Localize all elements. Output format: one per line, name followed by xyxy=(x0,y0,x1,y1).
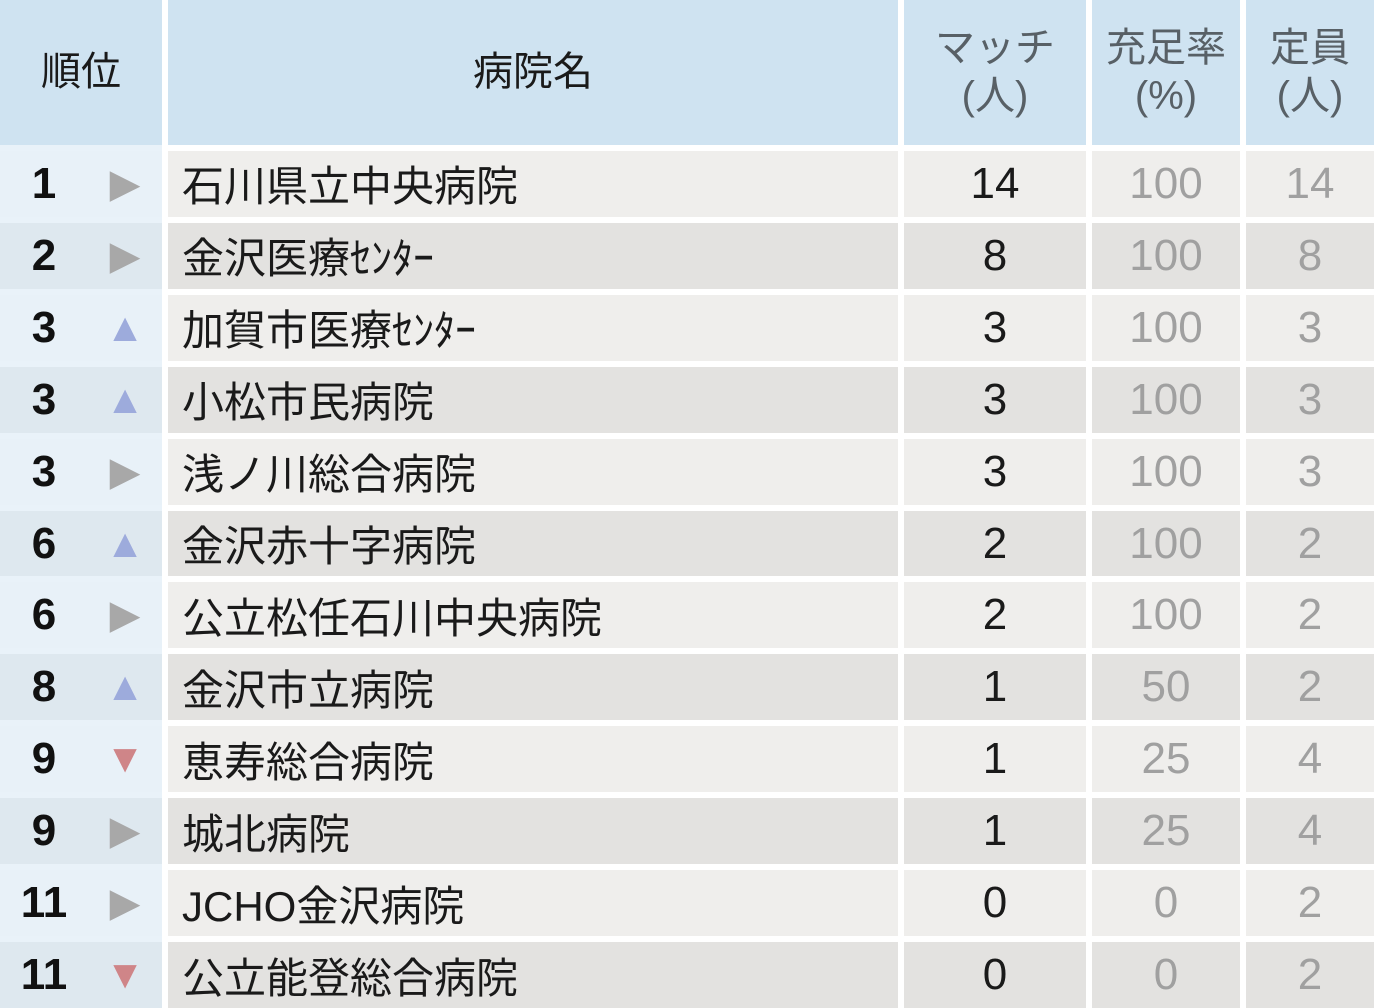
rank-number: 9 xyxy=(31,806,57,856)
match-value: 0 xyxy=(904,870,1086,937)
capacity-value: 4 xyxy=(1246,798,1374,865)
fill-rate-value: 100 xyxy=(1092,366,1240,433)
hospital-name: 恵寿総合病院 xyxy=(168,726,898,793)
rank-number: 1 xyxy=(31,158,57,208)
hospital-name: 加賀市医療ｾﾝﾀｰ xyxy=(168,294,898,361)
rank-number: 9 xyxy=(31,734,57,784)
rank-number: 2 xyxy=(31,230,57,280)
rank-cell: 9 ▼ xyxy=(0,726,162,793)
rank-number: 6 xyxy=(31,518,57,568)
rank-cell: 1 ▶ xyxy=(0,151,162,217)
capacity-value: 4 xyxy=(1246,726,1374,793)
fill-rate-value: 0 xyxy=(1092,870,1240,937)
hospital-name: 城北病院 xyxy=(168,798,898,865)
header-capacity: 定員 (人) xyxy=(1246,0,1374,145)
hospital-name: 公立能登総合病院 xyxy=(168,942,898,1008)
capacity-value: 2 xyxy=(1246,942,1374,1008)
hospital-name: 公立松任石川中央病院 xyxy=(168,582,898,649)
match-value: 1 xyxy=(904,726,1086,793)
right-triangle-icon: ▶ xyxy=(109,881,141,926)
match-value: 8 xyxy=(904,222,1086,289)
capacity-value: 3 xyxy=(1246,438,1374,505)
rank-number: 3 xyxy=(31,302,57,352)
capacity-value: 3 xyxy=(1246,366,1374,433)
rank-cell: 6 ▶ xyxy=(0,582,162,649)
fill-rate-value: 100 xyxy=(1092,222,1240,289)
up-triangle-icon: ▲ xyxy=(105,521,145,566)
fill-rate-value: 100 xyxy=(1092,582,1240,649)
fill-rate-value: 50 xyxy=(1092,654,1240,721)
match-value: 3 xyxy=(904,366,1086,433)
rank-number: 3 xyxy=(31,374,57,424)
down-triangle-icon: ▼ xyxy=(105,953,145,998)
match-value: 2 xyxy=(904,582,1086,649)
rank-cell: 11 ▼ xyxy=(0,942,162,1008)
hospital-name: 金沢赤十字病院 xyxy=(168,510,898,577)
match-value: 2 xyxy=(904,510,1086,577)
rank-number: 11 xyxy=(20,950,68,1000)
header-fill-rate: 充足率 (%) xyxy=(1092,0,1240,145)
match-value: 14 xyxy=(904,151,1086,217)
capacity-value: 2 xyxy=(1246,582,1374,649)
fill-rate-value: 100 xyxy=(1092,438,1240,505)
rank-number: 6 xyxy=(31,590,57,640)
hospital-name: 小松市民病院 xyxy=(168,366,898,433)
down-triangle-icon: ▼ xyxy=(105,737,145,782)
right-triangle-icon: ▶ xyxy=(109,449,141,494)
capacity-value: 3 xyxy=(1246,294,1374,361)
header-hospital-name: 病院名 xyxy=(168,0,898,145)
hospital-name: 金沢市立病院 xyxy=(168,654,898,721)
fill-rate-value: 25 xyxy=(1092,798,1240,865)
right-triangle-icon: ▶ xyxy=(109,161,141,206)
rank-cell: 9 ▶ xyxy=(0,798,162,865)
up-triangle-icon: ▲ xyxy=(105,305,145,350)
fill-rate-value: 100 xyxy=(1092,294,1240,361)
capacity-value: 2 xyxy=(1246,870,1374,937)
match-value: 1 xyxy=(904,654,1086,721)
hospital-name: 浅ノ川総合病院 xyxy=(168,438,898,505)
capacity-value: 2 xyxy=(1246,654,1374,721)
rank-cell: 3 ▲ xyxy=(0,294,162,361)
rank-number: 11 xyxy=(20,878,68,928)
up-triangle-icon: ▲ xyxy=(105,377,145,422)
match-value: 3 xyxy=(904,294,1086,361)
rank-cell: 3 ▶ xyxy=(0,438,162,505)
capacity-value: 8 xyxy=(1246,222,1374,289)
right-triangle-icon: ▶ xyxy=(109,593,141,638)
capacity-value: 14 xyxy=(1246,151,1374,217)
up-triangle-icon: ▲ xyxy=(105,665,145,710)
capacity-value: 2 xyxy=(1246,510,1374,577)
hospital-name: JCHO金沢病院 xyxy=(168,870,898,937)
header-match-count: マッチ (人) xyxy=(904,0,1086,145)
rank-cell: 6 ▲ xyxy=(0,510,162,577)
rank-cell: 11 ▶ xyxy=(0,870,162,937)
right-triangle-icon: ▶ xyxy=(109,233,141,278)
rank-cell: 3 ▲ xyxy=(0,366,162,433)
hospital-name: 石川県立中央病院 xyxy=(168,151,898,217)
rank-number: 3 xyxy=(31,446,57,496)
rank-cell: 8 ▲ xyxy=(0,654,162,721)
fill-rate-value: 100 xyxy=(1092,151,1240,217)
rank-cell: 2 ▶ xyxy=(0,222,162,289)
right-triangle-icon: ▶ xyxy=(109,809,141,854)
fill-rate-value: 100 xyxy=(1092,510,1240,577)
hospital-name: 金沢医療ｾﾝﾀｰ xyxy=(168,222,898,289)
header-rank: 順位 xyxy=(0,0,162,145)
fill-rate-value: 25 xyxy=(1092,726,1240,793)
match-value: 1 xyxy=(904,798,1086,865)
rank-number: 8 xyxy=(31,662,57,712)
match-value: 0 xyxy=(904,942,1086,1008)
fill-rate-value: 0 xyxy=(1092,942,1240,1008)
match-value: 3 xyxy=(904,438,1086,505)
